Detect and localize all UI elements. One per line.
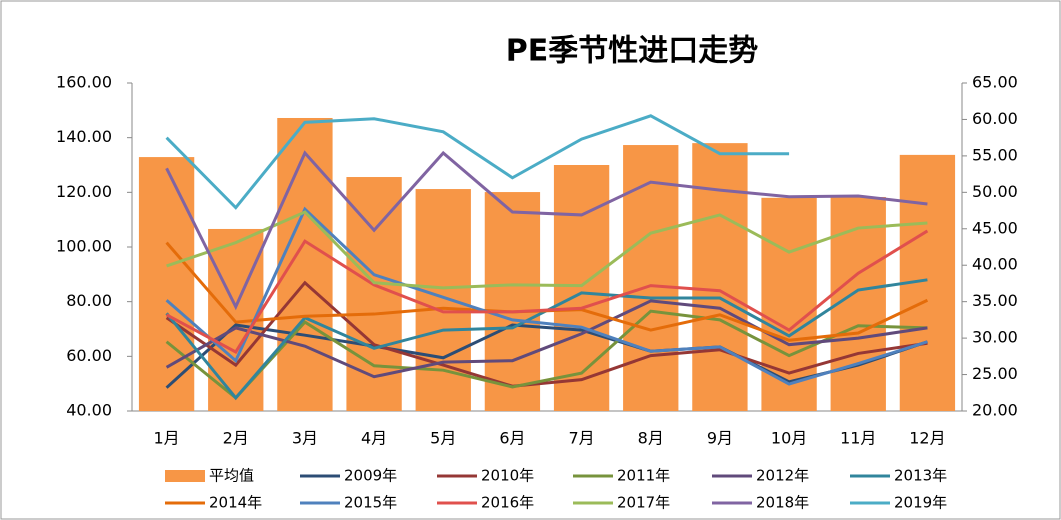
line (165, 206, 928, 386)
legend-label: 平均值 (209, 467, 254, 485)
y2-tick-label: 25.00 (972, 364, 1018, 383)
y-tick-label: 60.00 (66, 346, 112, 365)
line (165, 309, 928, 400)
x-tick-label: 2月 (223, 429, 249, 448)
legend-label: 2012年 (756, 467, 809, 485)
legend-label: 2010年 (481, 467, 534, 485)
y-tick-label: 100.00 (56, 237, 112, 256)
bar (138, 157, 195, 411)
y-tick-label: 140.00 (56, 127, 112, 146)
line (165, 280, 928, 388)
y2-tick-label: 45.00 (972, 218, 1018, 237)
chart-title: PE季节性进口走势 (506, 34, 758, 69)
legend-label: 2009年 (344, 467, 397, 485)
x-tick-label: 9月 (707, 429, 733, 448)
bar (692, 143, 748, 411)
y2-tick-label: 50.00 (972, 182, 1018, 201)
line (165, 114, 790, 210)
y-tick-label: 160.00 (56, 73, 112, 92)
x-tick-label: 7月 (568, 429, 594, 448)
legend-label: 2018年 (756, 494, 809, 512)
legend-label: 2017年 (617, 494, 670, 512)
x-tick-label: 4月 (361, 429, 387, 448)
legend-label: 2019年 (894, 494, 947, 512)
x-tick-label: 5月 (430, 429, 456, 448)
y2-tick-label: 60.00 (972, 109, 1018, 128)
y-tick-label: 40.00 (66, 401, 112, 420)
legend-label: 2016年 (481, 494, 534, 512)
y2-tick-label: 40.00 (972, 255, 1018, 274)
bar (484, 192, 541, 411)
legend-label: 2011年 (617, 467, 670, 485)
y2-tick-label: 35.00 (972, 291, 1018, 310)
x-tick-label: 3月 (292, 429, 318, 448)
legend-label: 2014年 (209, 494, 262, 512)
bar (277, 117, 333, 411)
x-tick-label: 6月 (499, 429, 525, 448)
legend-label: 2015年 (344, 494, 397, 512)
y2-tick-label: 30.00 (972, 328, 1018, 347)
legend-swatch (165, 470, 205, 482)
line (166, 210, 928, 290)
y2-tick-label: 20.00 (972, 401, 1018, 420)
y-tick-label: 80.00 (66, 291, 112, 310)
line (165, 150, 928, 311)
x-tick-label: 11月 (840, 429, 876, 448)
x-tick-label: 1月 (153, 429, 179, 448)
y-tick-label: 120.00 (56, 182, 112, 201)
legend-label: 2013年 (894, 467, 947, 485)
x-tick-label: 12月 (909, 429, 945, 448)
y2-tick-label: 55.00 (972, 145, 1018, 164)
bar (415, 189, 471, 411)
line (165, 229, 929, 354)
y2-tick-label: 65.00 (972, 73, 1018, 92)
x-tick-label: 10月 (771, 429, 807, 448)
line (165, 299, 928, 379)
x-tick-label: 8月 (638, 429, 664, 448)
